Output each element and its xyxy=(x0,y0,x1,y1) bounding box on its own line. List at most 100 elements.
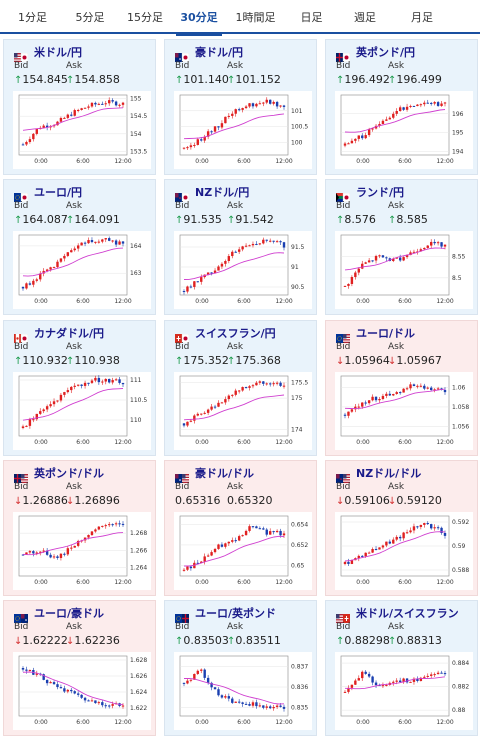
arrow-up-icon: ↑ xyxy=(227,75,236,86)
candle-body xyxy=(405,106,409,110)
candle-body xyxy=(244,530,248,536)
chart-svg: 0.654 0.652 0.65 0:00 6:00 12:00 xyxy=(179,515,308,586)
tab-0[interactable]: 1分足 xyxy=(18,11,47,24)
candle-body xyxy=(83,697,87,701)
rate-card[interactable]: 豪ドル/ドル Bid Ask 0.65316 0.65320 0.654 0.65… xyxy=(164,460,317,596)
price-chart[interactable]: 91.5 91 90.5 0:00 6:00 12:00 xyxy=(174,231,312,309)
candle-body xyxy=(234,390,237,395)
flag-icon xyxy=(14,608,28,623)
x-tick-label: 12:00 xyxy=(114,579,131,586)
rate-card[interactable]: 米ドル/円 Bid Ask ↑154.845 ↑154.858 155 154.5… xyxy=(3,39,156,175)
candle-body xyxy=(28,139,32,142)
x-tick-label: 0:00 xyxy=(356,439,370,446)
price-chart[interactable]: 1.268 1.266 1.264 0:00 6:00 12:00 xyxy=(13,512,151,590)
chart-svg: 1.268 1.266 1.264 0:00 6:00 12:00 xyxy=(18,515,147,586)
y-tick-label: 0.836 xyxy=(291,684,308,691)
price-chart[interactable]: 1.06 1.058 1.056 0:00 6:00 12:00 xyxy=(335,372,473,450)
price-chart[interactable]: 155 154.5 154 153.5 0:00 6:00 12:00 xyxy=(13,91,151,169)
bid-value: ↑154.845 xyxy=(14,73,68,86)
pair-name-link[interactable]: 英ポンド/ドル xyxy=(34,467,105,480)
pair-name-link[interactable]: NZドル/円 xyxy=(195,186,250,199)
candle-body xyxy=(49,682,52,684)
candle-body xyxy=(224,260,227,264)
pair-name-link[interactable]: 米ドル/円 xyxy=(34,46,83,59)
rate-card[interactable]: ユーロ/英ポンド Bid Ask ↑0.83503 ↑0.83511 0.837… xyxy=(164,600,317,736)
candle-body xyxy=(244,106,248,109)
tab-3[interactable]: 30分足 xyxy=(172,0,226,36)
x-tick-label: 6:00 xyxy=(398,579,412,586)
pair-name-link[interactable]: NZドル/ドル xyxy=(356,467,422,480)
rate-card[interactable]: ユーロ/豪ドル Bid Ask ↓1.62222 ↓1.62236 1.628 1… xyxy=(3,600,156,736)
tab-2[interactable]: 15分足 xyxy=(127,11,163,24)
pair-name-link[interactable]: スイスフラン/円 xyxy=(195,327,276,340)
x-tick-label: 6:00 xyxy=(237,719,251,726)
candle-body xyxy=(101,702,104,706)
price-chart[interactable]: 0.884 0.882 0.88 0:00 6:00 12:00 xyxy=(335,652,473,730)
candle-body xyxy=(440,672,443,674)
pair-name-link[interactable]: ランド/円 xyxy=(356,186,405,199)
rate-card[interactable]: ユーロ/ドル Bid Ask ↓1.05964 ↓1.05967 1.06 1.0… xyxy=(325,320,478,456)
pair-name-link[interactable]: ユーロ/ドル xyxy=(356,327,416,340)
bid-price: 110.932 xyxy=(22,354,68,367)
pair-name-link[interactable]: 米ドル/スイスフラン xyxy=(356,607,459,620)
candle-body xyxy=(206,272,210,275)
chart-svg: 164 163 0:00 6:00 12:00 xyxy=(18,234,142,305)
x-tick-label: 6:00 xyxy=(76,579,90,586)
candle-body xyxy=(73,248,76,251)
candle-body xyxy=(118,241,121,245)
pair-name-link[interactable]: 英ポンド/円 xyxy=(356,46,416,59)
candle-body xyxy=(104,238,107,240)
price-chart[interactable]: 8.55 8.5 0:00 6:00 12:00 xyxy=(335,231,473,309)
x-tick-label: 0:00 xyxy=(195,298,209,305)
candle-body xyxy=(200,139,203,141)
arrow-up-icon: ↑ xyxy=(175,356,184,367)
y-tick-label: 0.837 xyxy=(291,663,308,670)
rate-card[interactable]: ランド/円 Bid Ask ↑8.576 ↑8.585 8.55 8.5 0:00 6… xyxy=(325,179,478,315)
candle-body xyxy=(237,109,241,111)
x-tick-label: 6:00 xyxy=(398,719,412,726)
tab-7[interactable]: 月足 xyxy=(411,11,433,24)
rate-card[interactable]: スイスフラン/円 Bid Ask ↑175.352 ↑175.368 175.5… xyxy=(164,320,317,456)
tab-4[interactable]: 1時間足 xyxy=(235,11,276,24)
rate-card[interactable]: 豪ドル/円 Bid Ask ↑101.140 ↑101.152 101 100.5… xyxy=(164,39,317,175)
rate-card[interactable]: カナダドル/円 Bid Ask ↑110.932 ↑110.938 111 110… xyxy=(3,320,156,456)
rate-card[interactable]: NZドル/ドル Bid Ask ↓0.59106 ↓0.59120 0.592 0… xyxy=(325,460,478,596)
price-chart[interactable]: 1.628 1.626 1.624 1.622 0:00 6:00 12:00 xyxy=(13,652,151,730)
pair-name-link[interactable]: ユーロ/円 xyxy=(34,186,83,199)
price-chart[interactable]: 101 100.5 100 0:00 6:00 12:00 xyxy=(174,91,312,169)
pair-name-link[interactable]: 豪ドル/ドル xyxy=(195,467,255,480)
pair-name-link[interactable]: ユーロ/豪ドル xyxy=(34,607,105,620)
price-chart[interactable]: 111 110.5 110 0:00 6:00 12:00 xyxy=(13,372,151,450)
candle-body xyxy=(63,553,66,555)
candle-body xyxy=(402,388,405,393)
arrow-up-icon: ↑ xyxy=(388,215,397,226)
tab-6[interactable]: 週足 xyxy=(354,11,376,24)
candle-body xyxy=(244,245,248,247)
rate-card[interactable]: 英ポンド/円 Bid Ask ↑196.492 ↑196.499 196 195 1… xyxy=(325,39,478,175)
ask-label: Ask xyxy=(66,482,83,492)
price-chart[interactable]: 196 195 194 0:00 6:00 12:00 xyxy=(335,91,473,169)
candle-body xyxy=(262,528,265,530)
rate-card[interactable]: ユーロ/円 Bid Ask ↑164.087 ↑164.091 164 163 0:… xyxy=(3,179,156,315)
flag-icon xyxy=(336,328,350,343)
candle-body xyxy=(210,552,213,556)
rate-card[interactable]: 米ドル/スイスフラン Bid Ask ↑0.88298 ↑0.88313 0.8… xyxy=(325,600,478,736)
price-chart[interactable]: 0.837 0.836 0.835 0:00 6:00 12:00 xyxy=(174,652,312,730)
candle-body xyxy=(220,544,224,547)
rate-card[interactable]: NZドル/円 Bid Ask ↑91.535 ↑91.542 91.5 91 90.… xyxy=(164,179,317,315)
tab-5[interactable]: 日足 xyxy=(300,11,323,24)
price-chart[interactable]: 164 163 0:00 6:00 12:00 xyxy=(13,231,151,309)
pair-name-link[interactable]: 豪ドル/円 xyxy=(195,46,244,59)
price-chart[interactable]: 0.654 0.652 0.65 0:00 6:00 12:00 xyxy=(174,512,312,590)
candle-body xyxy=(32,551,35,554)
price-chart[interactable]: 175.5 175 174 0:00 6:00 12:00 xyxy=(174,372,312,450)
pair-name-link[interactable]: ユーロ/英ポンド xyxy=(195,607,277,620)
candle-body xyxy=(182,423,186,426)
candle-body xyxy=(378,399,381,401)
price-chart[interactable]: 0.592 0.59 0.588 0:00 6:00 12:00 xyxy=(335,512,473,590)
bid-price: 175.352 xyxy=(183,354,229,367)
pair-name-link[interactable]: カナダドル/円 xyxy=(34,327,105,340)
tab-1[interactable]: 5分足 xyxy=(75,11,105,24)
candle-body xyxy=(412,526,416,531)
rate-card[interactable]: 英ポンド/ドル Bid Ask ↓1.26886 ↓1.26896 1.268 1… xyxy=(3,460,156,596)
